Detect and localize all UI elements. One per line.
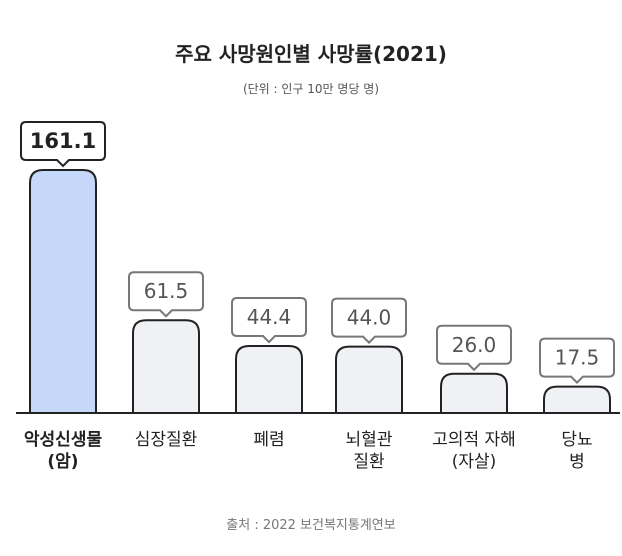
category-label-2: 폐렴	[253, 430, 285, 450]
value-label-0: 161.1	[30, 129, 96, 153]
bar-0	[29, 169, 97, 414]
category-label-3: 뇌혈관 질환	[345, 430, 393, 472]
bar-3	[335, 345, 403, 414]
bar-2	[235, 345, 303, 414]
bar-5	[543, 385, 611, 414]
category-label-0: 악성신생물 (암)	[23, 430, 103, 472]
value-label-4: 26.0	[452, 333, 497, 357]
value-bubble-5	[539, 337, 615, 385]
bar-1	[132, 319, 200, 414]
value-label-2: 44.4	[247, 305, 292, 329]
chart-subtitle: (단위 : 인구 10만 명당 명)	[242, 82, 380, 96]
value-bubble-0	[20, 121, 106, 168]
category-label-5: 당뇨병	[561, 430, 593, 472]
chart-title: 주요 사망원인별 사망률(2021)	[175, 42, 447, 66]
category-label-1: 심장질환	[134, 430, 198, 450]
value-label-5: 17.5	[555, 346, 600, 370]
source-note: 출처 : 2022 보건복지통계연보	[226, 518, 396, 533]
bar-4	[440, 372, 508, 414]
value-bubble-4	[436, 324, 512, 372]
value-bubble-2	[231, 297, 307, 344]
value-label-1: 61.5	[144, 279, 189, 303]
category-label-4: 고의적 자해 (자살)	[432, 430, 516, 472]
value-bubble-1	[128, 271, 204, 318]
value-label-3: 44.0	[347, 306, 392, 330]
value-bubble-3	[331, 297, 407, 345]
